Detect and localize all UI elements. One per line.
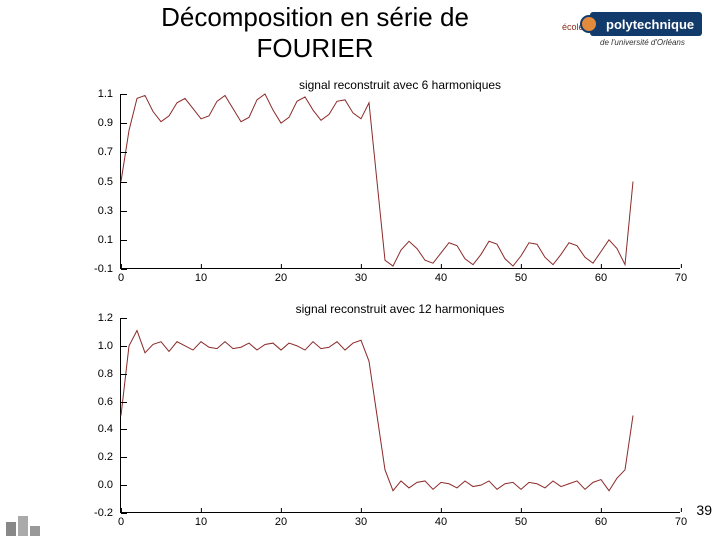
footer-logo-icon <box>6 512 52 536</box>
title-line-1: Décomposition en série de <box>75 2 555 33</box>
axis-xtick: 0 <box>118 268 124 284</box>
logo-word: polytechnique <box>590 12 702 36</box>
axis-xtick: 60 <box>595 512 607 528</box>
axis-ytick: 0.7 <box>98 146 121 158</box>
axis-ytick: 0.3 <box>98 205 121 217</box>
chart2-title: signal reconstruit avec 12 harmoniques <box>120 302 680 316</box>
axis-ytick: 0.4 <box>98 423 121 435</box>
axis-xtick: 40 <box>435 268 447 284</box>
chart1-line <box>121 94 681 269</box>
axis-xtick: 0 <box>118 512 124 528</box>
axis-xtick: 50 <box>515 268 527 284</box>
axis-xtick: 20 <box>275 268 287 284</box>
axis-xtick: 70 <box>675 512 687 528</box>
axis-xtick: 60 <box>595 268 607 284</box>
chart1-title: signal reconstruit avec 6 harmoniques <box>120 78 680 92</box>
chart1-plot-area: -0.10.10.30.50.70.91.1010203040506070 <box>120 94 680 269</box>
chart2-line <box>121 318 681 513</box>
axis-xtick: 50 <box>515 512 527 528</box>
polytechnique-logo: école polytechnique de l'université d'Or… <box>582 12 702 48</box>
axis-ytick: 0.2 <box>98 451 121 463</box>
slide: Décomposition en série de FOURIER école … <box>0 0 720 540</box>
axis-xtick: 70 <box>675 268 687 284</box>
axis-xtick: 30 <box>355 268 367 284</box>
axis-ytick: 0.0 <box>98 479 121 491</box>
axis-xtick: 10 <box>195 268 207 284</box>
axis-ytick: 1.2 <box>98 312 121 324</box>
title-line-2: FOURIER <box>75 33 555 64</box>
axis-xtick: 30 <box>355 512 367 528</box>
axis-ytick: 0.1 <box>98 234 121 246</box>
axis-ytick: 0.6 <box>98 396 121 408</box>
axis-xtick: 40 <box>435 512 447 528</box>
axis-ytick: 1.0 <box>98 340 121 352</box>
axis-ytick: 0.9 <box>98 117 121 129</box>
slide-title: Décomposition en série de FOURIER <box>75 2 555 64</box>
logo-sub: de l'université d'Orléans <box>600 38 685 47</box>
axis-xtick: 20 <box>275 512 287 528</box>
axis-ytick: 1.1 <box>98 88 121 100</box>
axis-ytick: 0.5 <box>98 176 121 188</box>
slide-number: 39 <box>696 502 712 518</box>
axis-xtick: 10 <box>195 512 207 528</box>
logo-circle-icon <box>580 15 598 33</box>
axis-ytick: 0.8 <box>98 368 121 380</box>
chart2-plot-area: -0.20.00.20.40.60.81.01.2010203040506070 <box>120 318 680 513</box>
